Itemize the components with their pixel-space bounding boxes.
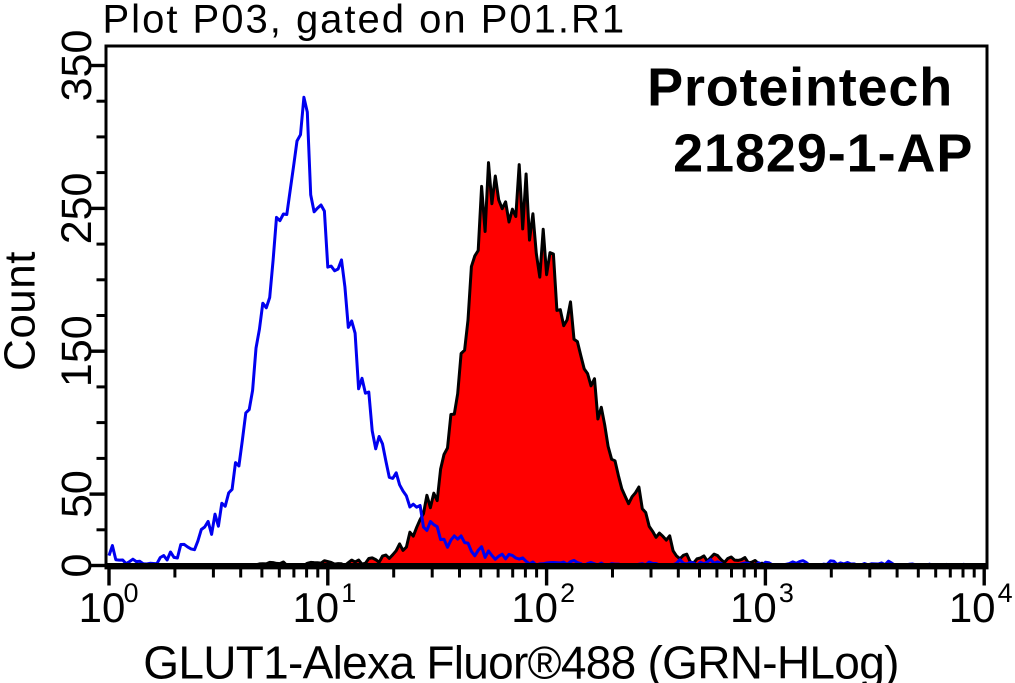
svg-text:10: 10 bbox=[511, 584, 558, 631]
svg-text:2: 2 bbox=[560, 578, 575, 608]
svg-text:50: 50 bbox=[53, 470, 101, 518]
svg-text:0: 0 bbox=[123, 578, 138, 608]
svg-text:0: 0 bbox=[53, 554, 101, 578]
svg-text:Count: Count bbox=[0, 251, 45, 371]
svg-text:Proteintech: Proteintech bbox=[647, 58, 953, 118]
svg-text:GLUT1-Alexa Fluor®488 (GRN-HLo: GLUT1-Alexa Fluor®488 (GRN-HLog) bbox=[143, 637, 898, 683]
svg-text:10: 10 bbox=[730, 584, 777, 631]
svg-text:4: 4 bbox=[998, 578, 1013, 608]
svg-text:1: 1 bbox=[341, 578, 356, 608]
svg-text:10: 10 bbox=[949, 584, 996, 631]
svg-text:21829-1-AP: 21829-1-AP bbox=[673, 124, 973, 184]
svg-text:350: 350 bbox=[53, 30, 101, 102]
svg-text:150: 150 bbox=[53, 315, 101, 387]
svg-text:3: 3 bbox=[779, 578, 794, 608]
svg-text:Plot P03, gated on P01.R1: Plot P03, gated on P01.R1 bbox=[103, 0, 627, 42]
svg-text:250: 250 bbox=[53, 173, 101, 245]
svg-text:10: 10 bbox=[79, 584, 126, 631]
svg-text:10: 10 bbox=[292, 584, 339, 631]
